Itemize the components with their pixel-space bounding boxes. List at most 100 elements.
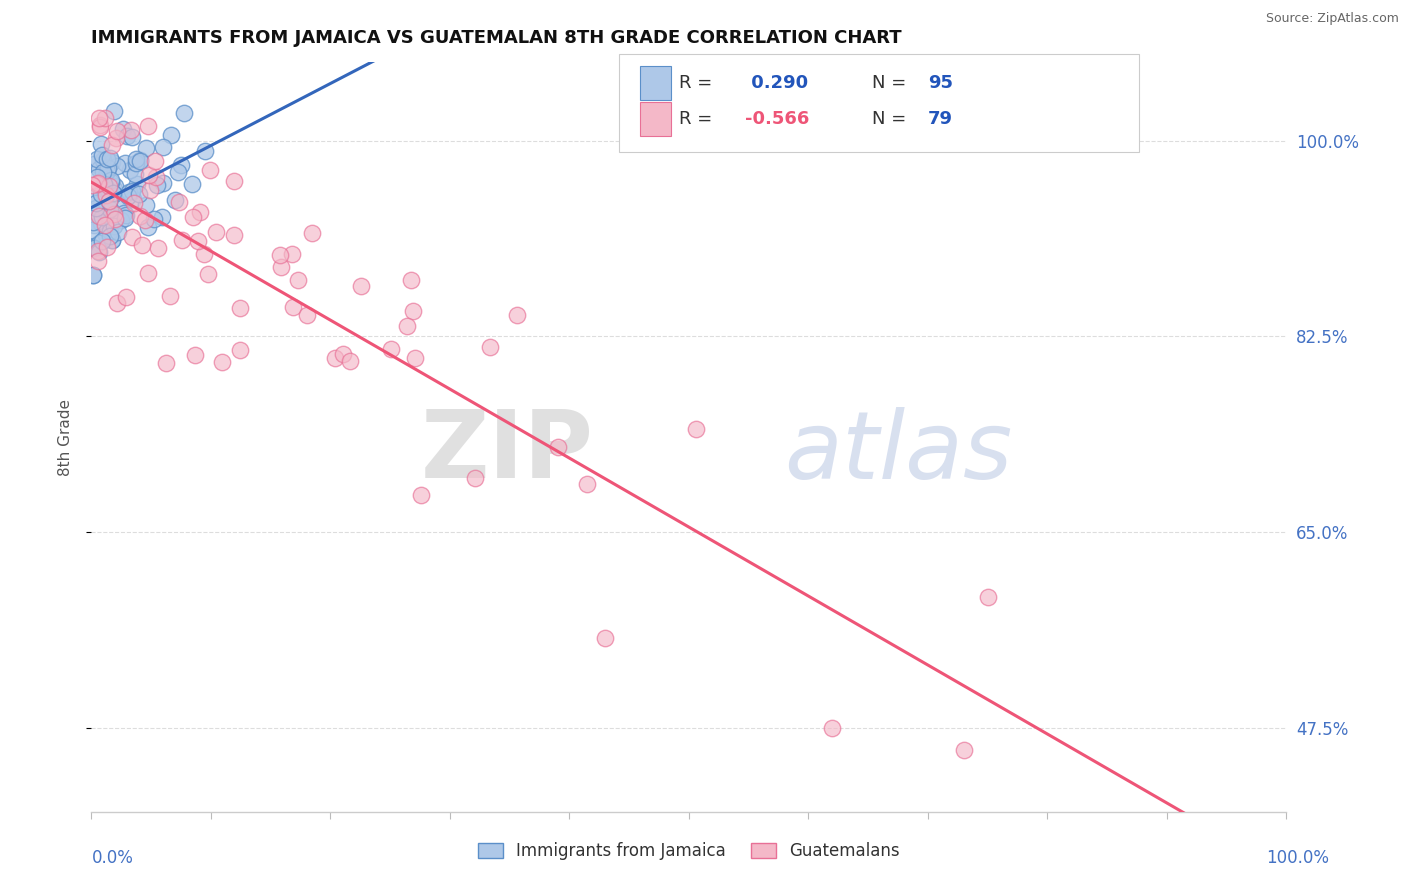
- Point: [593, 632, 616, 646]
- Text: N =: N =: [872, 74, 905, 92]
- Point: [84, 188, 107, 202]
- Point: [98, 179, 121, 194]
- Point: [86, 170, 108, 185]
- Point: [135, 198, 157, 212]
- Text: 79: 79: [928, 110, 953, 128]
- Point: [84, 201, 107, 215]
- Point: [100, 233, 122, 247]
- Point: [82, 268, 104, 282]
- Point: [332, 346, 354, 360]
- Point: [150, 210, 173, 224]
- Text: 100.0%: 100.0%: [1265, 849, 1329, 867]
- Point: [287, 273, 309, 287]
- Point: [125, 156, 148, 170]
- Point: [129, 209, 152, 223]
- Point: [89, 112, 111, 126]
- Point: [155, 357, 177, 371]
- Point: [121, 184, 143, 198]
- Point: [575, 477, 598, 491]
- Point: [82, 215, 104, 229]
- Point: [339, 354, 361, 368]
- Point: [87, 253, 110, 268]
- Point: [118, 163, 141, 178]
- Point: [105, 296, 128, 310]
- Point: [464, 470, 486, 484]
- Point: [89, 118, 111, 132]
- Point: [112, 205, 135, 219]
- Point: [97, 183, 120, 197]
- Point: [129, 153, 152, 168]
- Point: [125, 177, 148, 191]
- Point: [121, 192, 143, 206]
- Point: [269, 248, 291, 262]
- Point: [103, 186, 125, 200]
- Text: R =: R =: [679, 110, 713, 128]
- Point: [105, 131, 128, 145]
- Point: [103, 181, 125, 195]
- Point: [91, 210, 114, 224]
- Point: [91, 234, 114, 248]
- Point: [143, 154, 166, 169]
- Point: [295, 308, 318, 322]
- Point: [91, 165, 114, 179]
- Text: 95: 95: [928, 74, 953, 92]
- Point: [107, 225, 129, 239]
- Point: [404, 351, 426, 365]
- Point: [183, 348, 205, 362]
- Point: [80, 222, 103, 236]
- Point: [173, 105, 195, 120]
- Point: [395, 319, 418, 334]
- Point: [323, 351, 346, 365]
- Point: [112, 122, 135, 136]
- Point: [118, 185, 141, 199]
- Point: [101, 233, 124, 247]
- Point: [91, 147, 114, 161]
- Point: [108, 196, 131, 211]
- Text: atlas: atlas: [785, 407, 1012, 498]
- Point: [187, 235, 209, 249]
- Point: [84, 196, 107, 211]
- Point: [131, 237, 153, 252]
- Point: [170, 158, 193, 172]
- Point: [953, 743, 976, 757]
- Point: [134, 213, 156, 227]
- Point: [87, 162, 110, 177]
- Text: R =: R =: [679, 74, 713, 92]
- Point: [228, 301, 250, 315]
- Point: [94, 179, 117, 194]
- Point: [135, 141, 157, 155]
- Point: [211, 355, 233, 369]
- Point: [114, 211, 136, 225]
- Point: [152, 177, 174, 191]
- Point: [89, 236, 111, 251]
- Text: -0.566: -0.566: [745, 110, 810, 128]
- Point: [163, 193, 186, 207]
- Point: [976, 591, 998, 605]
- Point: [159, 289, 181, 303]
- Point: [98, 207, 121, 221]
- Point: [188, 204, 211, 219]
- Point: [96, 163, 118, 178]
- Point: [105, 124, 128, 138]
- Point: [103, 207, 125, 221]
- Point: [125, 152, 148, 166]
- Point: [100, 175, 122, 189]
- Point: [146, 241, 169, 255]
- Point: [121, 230, 143, 244]
- Point: [479, 340, 502, 354]
- Point: [86, 152, 108, 166]
- Point: [281, 300, 304, 314]
- Point: [96, 240, 118, 254]
- Point: [103, 219, 125, 233]
- Point: [103, 211, 125, 226]
- Point: [82, 268, 104, 282]
- Point: [139, 183, 162, 197]
- Point: [94, 228, 117, 243]
- Point: [128, 153, 150, 168]
- Y-axis label: 8th Grade: 8th Grade: [58, 399, 73, 475]
- Point: [94, 112, 117, 126]
- Point: [136, 119, 159, 133]
- Point: [172, 233, 194, 247]
- Point: [90, 194, 112, 209]
- Point: [145, 169, 167, 184]
